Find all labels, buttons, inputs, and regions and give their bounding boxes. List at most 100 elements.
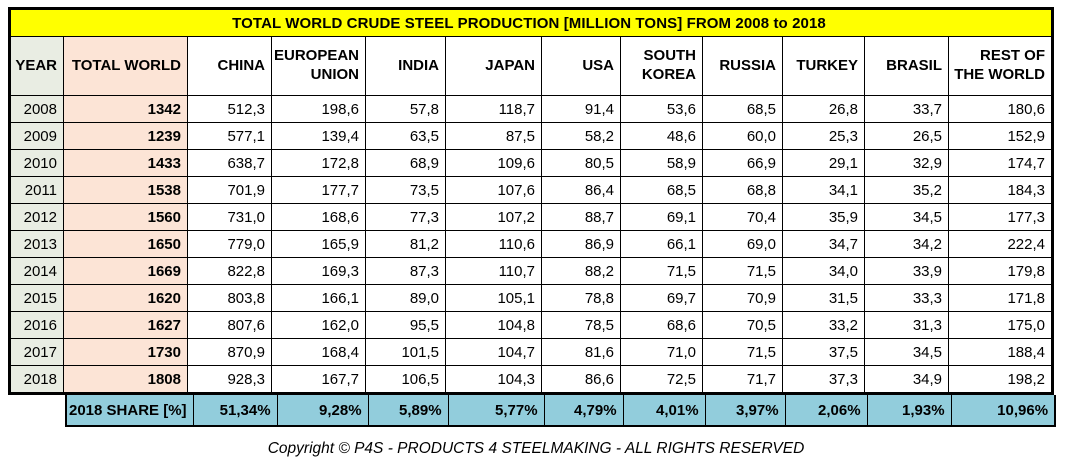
value-cell-turkey: 26,8 [782, 95, 866, 123]
value-cell-china: 512,3 [187, 95, 272, 123]
share-cell-south-korea: 4,01% [622, 395, 706, 427]
value-cell-usa: 80,5 [541, 149, 622, 177]
value-cell-usa: 58,2 [541, 122, 622, 150]
value-cell-european-union: 168,4 [270, 338, 367, 366]
value-cell-japan: 105,1 [445, 284, 543, 312]
year-cell: 2008 [9, 95, 64, 123]
col-header-total-world: TOTAL WORLD [63, 36, 188, 96]
value-cell-india: 87,3 [365, 257, 447, 285]
col-header-south-korea: SOUTH KOREA [620, 36, 704, 96]
col-header-japan: JAPAN [445, 36, 543, 96]
value-cell-south-korea: 58,9 [620, 149, 704, 177]
value-cell-brasil: 35,2 [864, 176, 950, 204]
value-cell-russia: 69,0 [702, 230, 784, 258]
col-header-india: INDIA [365, 36, 447, 96]
value-cell-european-union: 167,7 [270, 365, 367, 394]
value-cell-russia: 70,4 [702, 203, 784, 231]
table-row: 2008 1342 512,3 198,6 57,8 118,7 91,4 53,6 68,5 2… [9, 95, 1054, 123]
value-cell-usa: 86,4 [541, 176, 622, 204]
value-cell-south-korea: 69,7 [620, 284, 704, 312]
value-cell-turkey: 31,5 [782, 284, 866, 312]
value-cell-china: 638,7 [187, 149, 272, 177]
value-cell-south-korea: 71,5 [620, 257, 704, 285]
share-row: 2018 SHARE [%] 51,34% 9,28% 5,89% 5,77% 4,79%… [65, 395, 1056, 427]
value-cell-turkey: 25,3 [782, 122, 866, 150]
value-cell-rest-of-the-world: 198,2 [948, 365, 1054, 394]
value-cell-india: 63,5 [365, 122, 447, 150]
value-cell-india: 68,9 [365, 149, 447, 177]
value-cell-turkey: 34,0 [782, 257, 866, 285]
value-cell-south-korea: 66,1 [620, 230, 704, 258]
value-cell-russia: 70,9 [702, 284, 784, 312]
value-cell-china: 822,8 [187, 257, 272, 285]
value-cell-turkey: 29,1 [782, 149, 866, 177]
value-cell-india: 81,2 [365, 230, 447, 258]
value-cell-turkey: 34,7 [782, 230, 866, 258]
value-cell-russia: 70,5 [702, 311, 784, 339]
total-world-cell: 1620 [63, 284, 188, 312]
value-cell-rest-of-the-world: 179,8 [948, 257, 1054, 285]
value-cell-japan: 104,7 [445, 338, 543, 366]
title-row: TOTAL WORLD CRUDE STEEL PRODUCTION [MILL… [8, 8, 1054, 37]
table-row: 2017 1730 870,9 168,4 101,5 104,7 81,6 71,0 71,5… [9, 338, 1054, 366]
table-row: 2014 1669 822,8 169,3 87,3 110,7 88,2 71,5 71,5 3… [9, 257, 1054, 285]
share-table: 2018 SHARE [%] 51,34% 9,28% 5,89% 5,77% 4,79%… [65, 395, 1057, 427]
share-cell-china: 51,34% [192, 395, 278, 427]
value-cell-rest-of-the-world: 175,0 [948, 311, 1054, 339]
value-cell-china: 807,6 [187, 311, 272, 339]
value-cell-south-korea: 69,1 [620, 203, 704, 231]
value-cell-brasil: 26,5 [864, 122, 950, 150]
header-row: YEAR TOTAL WORLD CHINA EUROPEAN UNION INDIA J… [9, 36, 1054, 96]
value-cell-china: 731,0 [187, 203, 272, 231]
share-cell-turkey: 2,06% [784, 395, 868, 427]
value-cell-turkey: 35,9 [782, 203, 866, 231]
value-cell-russia: 68,5 [702, 95, 784, 123]
value-cell-india: 57,8 [365, 95, 447, 123]
value-cell-japan: 107,2 [445, 203, 543, 231]
value-cell-usa: 86,6 [541, 365, 622, 394]
table-row: 2015 1620 803,8 166,1 89,0 105,1 78,8 69,7 70,9 3… [9, 284, 1054, 312]
table-row: 2009 1239 577,1 139,4 63,5 87,5 58,2 48,6 60,0 25… [9, 122, 1054, 150]
total-world-cell: 1730 [63, 338, 188, 366]
value-cell-russia: 71,5 [702, 338, 784, 366]
share-cell-india: 5,89% [367, 395, 449, 427]
col-header-rest-of-the-world: REST OF THE WORLD [948, 36, 1054, 96]
value-cell-turkey: 34,1 [782, 176, 866, 204]
value-cell-brasil: 34,9 [864, 365, 950, 394]
year-cell: 2009 [9, 122, 64, 150]
value-cell-usa: 91,4 [541, 95, 622, 123]
year-cell: 2010 [9, 149, 64, 177]
table-body: 2008 1342 512,3 198,6 57,8 118,7 91,4 53,6 68,5 2… [9, 95, 1054, 394]
value-cell-russia: 71,5 [702, 257, 784, 285]
value-cell-european-union: 168,6 [270, 203, 367, 231]
value-cell-rest-of-the-world: 180,6 [948, 95, 1054, 123]
year-cell: 2015 [9, 284, 64, 312]
value-cell-usa: 78,5 [541, 311, 622, 339]
value-cell-brasil: 34,2 [864, 230, 950, 258]
total-world-cell: 1560 [63, 203, 188, 231]
total-world-cell: 1650 [63, 230, 188, 258]
total-world-cell: 1342 [63, 95, 188, 123]
value-cell-usa: 88,2 [541, 257, 622, 285]
value-cell-south-korea: 68,6 [620, 311, 704, 339]
value-cell-usa: 88,7 [541, 203, 622, 231]
value-cell-japan: 110,7 [445, 257, 543, 285]
value-cell-south-korea: 72,5 [620, 365, 704, 394]
value-cell-usa: 78,8 [541, 284, 622, 312]
col-header-china: CHINA [187, 36, 272, 96]
share-cell-rest-of-the-world: 10,96% [950, 395, 1056, 427]
value-cell-japan: 110,6 [445, 230, 543, 258]
value-cell-rest-of-the-world: 177,3 [948, 203, 1054, 231]
year-cell: 2016 [9, 311, 64, 339]
total-world-cell: 1239 [63, 122, 188, 150]
value-cell-european-union: 198,6 [270, 95, 367, 123]
value-cell-turkey: 37,3 [782, 365, 866, 394]
value-cell-india: 95,5 [365, 311, 447, 339]
value-cell-european-union: 165,9 [270, 230, 367, 258]
copyright-footer: Copyright © P4S - PRODUCTS 4 STEELMAKING… [267, 440, 805, 457]
table-row: 2013 1650 779,0 165,9 81,2 110,6 86,9 66,1 69,0 3… [9, 230, 1054, 258]
total-world-cell: 1433 [63, 149, 188, 177]
value-cell-rest-of-the-world: 184,3 [948, 176, 1054, 204]
value-cell-china: 870,9 [187, 338, 272, 366]
